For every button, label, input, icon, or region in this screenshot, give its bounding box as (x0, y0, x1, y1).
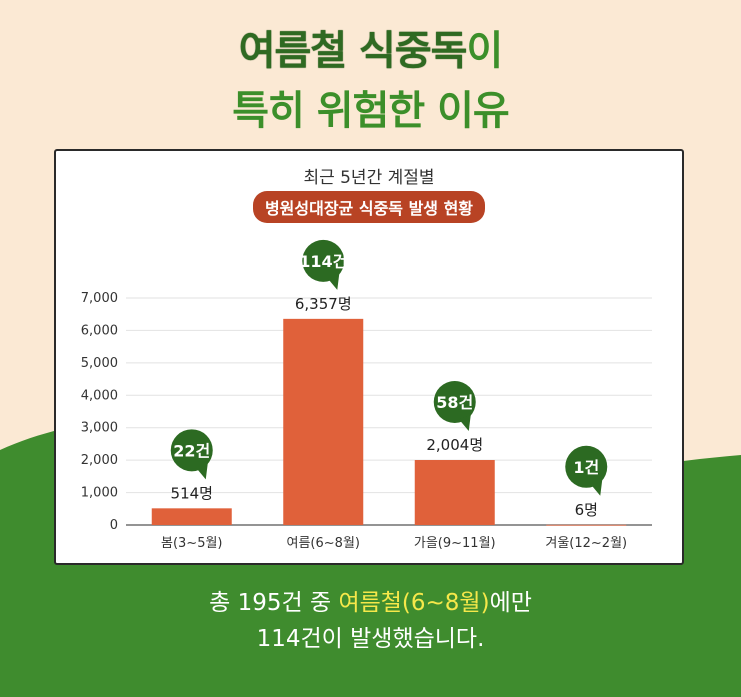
case-badge-label: 114건 (299, 252, 347, 271)
x-tick-label: 가을(9~11월) (414, 536, 496, 551)
footer-text-1: 총 195건 중 (209, 590, 339, 616)
bar (414, 460, 495, 525)
case-badge (170, 429, 213, 472)
case-badge-tail (458, 415, 471, 432)
data-label: 514명 (171, 484, 213, 502)
data-label: 6,357명 (295, 295, 352, 313)
case-badge (302, 239, 345, 282)
headline-line-2: 특히 위험한 이유 (232, 88, 509, 134)
y-tick-label: 5,000 (81, 356, 118, 371)
footer-line-1: 총 195건 중 여름철(6~8월)에만 (0, 585, 741, 621)
x-tick-label: 겨울(12~2월) (545, 536, 627, 551)
case-badge-label: 58건 (436, 393, 473, 412)
data-label: 2,004명 (426, 436, 483, 454)
bar (151, 508, 232, 525)
x-tick-label: 봄(3~5월) (161, 536, 223, 551)
y-tick-label: 6,000 (81, 323, 118, 338)
footer-summary: 총 195건 중 여름철(6~8월)에만 114건이 발생했습니다. (0, 585, 741, 657)
footer-text-2: 에만 (489, 590, 532, 616)
headline-line-1: 여름철 식중독이 (0, 18, 741, 76)
data-label: 6명 (575, 501, 598, 519)
y-tick-label: 3,000 (81, 421, 118, 436)
y-tick-label: 0 (110, 518, 118, 533)
y-tick-label: 7,000 (81, 291, 118, 306)
bar (283, 318, 364, 525)
chart-subtitle-badge: 병원성대장균 식중독 발생 현황 (252, 191, 486, 223)
x-tick-label: 여름(6~8월) (287, 536, 360, 551)
case-badge-tail (590, 479, 603, 496)
case-badge-tail (327, 273, 340, 290)
chart-title: 최근 5년간 계절별 (303, 168, 435, 188)
headline-line-1-suffix: 이 (466, 28, 503, 74)
chart-card: 최근 5년간 계절별 병원성대장균 식중독 발생 현황 0 1,000 2,000 3… (54, 149, 684, 565)
footer-line-2: 114건이 발생했습니다. (256, 626, 485, 652)
case-badge-tail (195, 463, 208, 480)
bar (546, 524, 627, 526)
headline-line-1-main: 여름철 식중독 (238, 28, 468, 74)
bar-chart: 0 1,000 2,000 3,000 4,000 5,000 6,000 7,000 514명… (81, 239, 652, 551)
case-badge (565, 445, 608, 488)
y-tick-label: 1,000 (81, 486, 118, 501)
case-badge-label: 22건 (173, 441, 210, 460)
y-tick-label: 2,000 (81, 453, 118, 468)
case-badge (433, 381, 476, 424)
y-tick-label: 4,000 (81, 388, 118, 403)
case-badge-label: 1건 (573, 458, 599, 477)
footer-highlight: 여름철(6~8월) (338, 590, 490, 616)
